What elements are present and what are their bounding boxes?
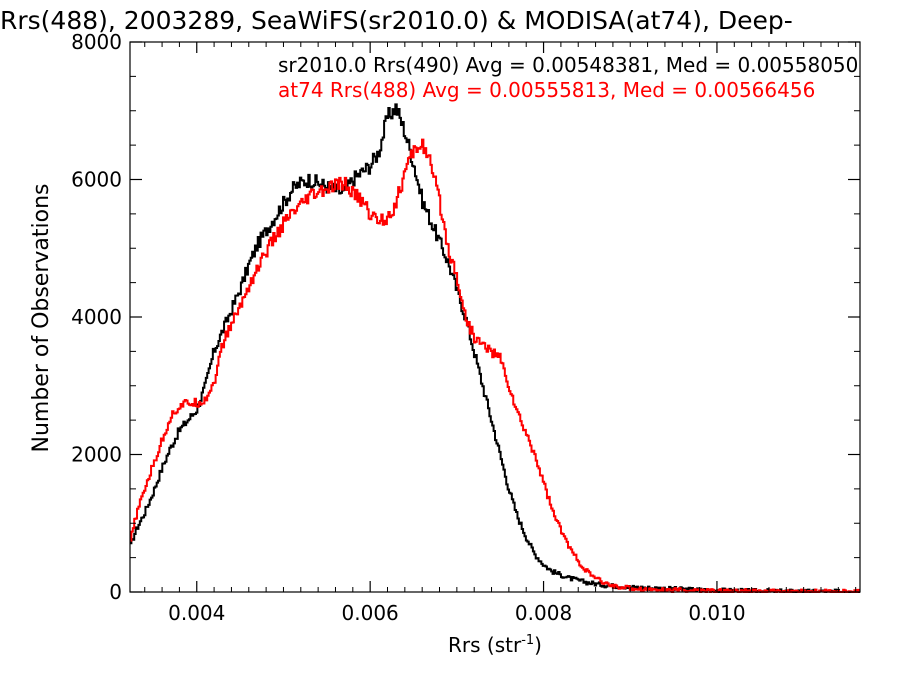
x-tick-label: 0.010 — [688, 601, 745, 625]
series-line-0 — [130, 103, 860, 593]
x-tick-label: 0.004 — [168, 601, 225, 625]
legend-entry-modisa: at74 Rrs(488) Avg = 0.00555813, Med = 0.… — [278, 78, 815, 102]
series-line-1 — [130, 138, 860, 593]
y-tick-label: 6000 — [71, 168, 122, 192]
y-axis-ticks: 0 2000 4000 6000 8000 — [71, 30, 860, 604]
x-axis-label-exponent: -1 — [521, 633, 534, 648]
x-axis-ticks: 0.004 0.006 0.008 0.010 — [144, 42, 857, 625]
plot-axes — [129, 41, 861, 593]
x-axis-label: Rrs (str-1) — [448, 633, 542, 657]
y-axis-label: Number of Observations — [29, 184, 54, 453]
plot-frame — [129, 41, 861, 593]
y-tick-label: 0 — [109, 580, 122, 604]
x-axis-label-main: Rrs (str — [448, 633, 522, 657]
series-lines — [130, 103, 860, 593]
x-tick-label: 0.006 — [342, 601, 399, 625]
legend-entry-seawifs: sr2010.0 Rrs(490) Avg = 0.00548381, Med … — [278, 53, 858, 77]
y-tick-label: 2000 — [71, 443, 122, 467]
y-tick-label: 8000 — [71, 30, 122, 54]
chart-title: Rrs(488), 2003289, SeaWiFS(sr2010.0) & M… — [0, 6, 793, 35]
x-tick-label: 0.008 — [515, 601, 572, 625]
x-axis-label-close: ) — [534, 633, 542, 657]
y-tick-label: 4000 — [71, 305, 122, 329]
